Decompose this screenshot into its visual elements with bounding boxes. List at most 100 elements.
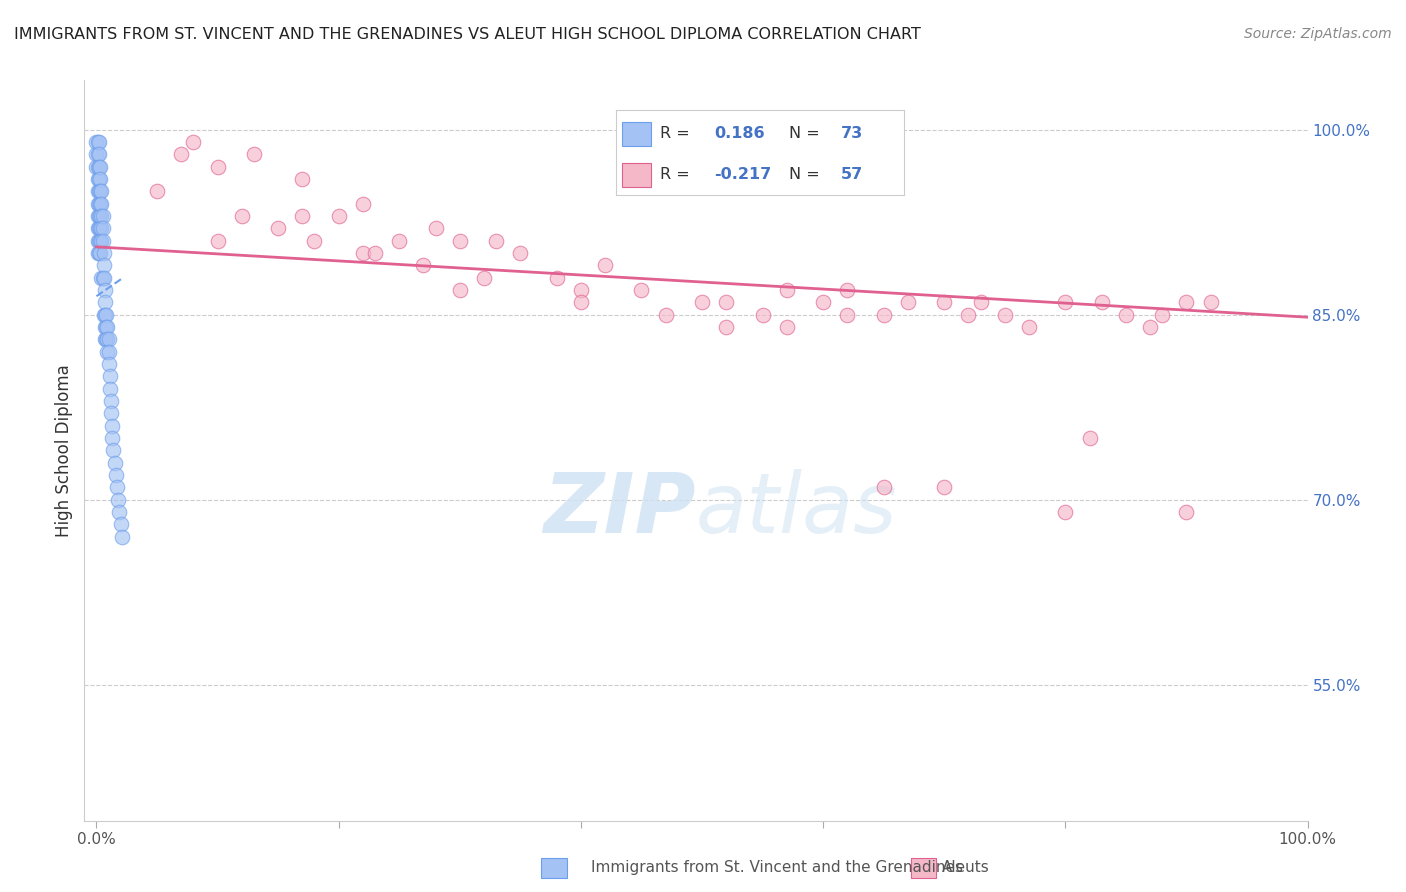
- Point: [291, 172, 314, 186]
- Point: [304, 234, 326, 248]
- Point: [969, 295, 991, 310]
- Y-axis label: High School Diploma: High School Diploma: [55, 364, 73, 537]
- Point: [146, 185, 169, 199]
- Point: [87, 234, 110, 248]
- Point: [94, 308, 117, 322]
- Text: ZIP: ZIP: [543, 469, 696, 550]
- Point: [86, 135, 108, 149]
- Point: [108, 505, 131, 519]
- Point: [86, 185, 108, 199]
- Point: [90, 209, 112, 223]
- Point: [93, 259, 115, 273]
- Text: Source: ZipAtlas.com: Source: ZipAtlas.com: [1244, 27, 1392, 41]
- Point: [509, 246, 531, 260]
- Point: [934, 481, 956, 495]
- Text: IMMIGRANTS FROM ST. VINCENT AND THE GRENADINES VS ALEUT HIGH SCHOOL DIPLOMA CORR: IMMIGRANTS FROM ST. VINCENT AND THE GREN…: [14, 27, 921, 42]
- Point: [91, 234, 114, 248]
- Point: [231, 209, 253, 223]
- Point: [97, 357, 120, 371]
- Point: [630, 283, 652, 297]
- Point: [207, 160, 229, 174]
- Point: [654, 308, 676, 322]
- Point: [89, 185, 111, 199]
- Point: [89, 172, 111, 186]
- Point: [1199, 295, 1222, 310]
- Point: [89, 246, 111, 260]
- Point: [96, 344, 118, 359]
- Point: [87, 160, 110, 174]
- Point: [87, 185, 110, 199]
- Point: [103, 443, 125, 458]
- Point: [96, 308, 118, 322]
- Point: [472, 270, 495, 285]
- Point: [86, 147, 108, 161]
- Point: [89, 160, 111, 174]
- Point: [183, 135, 205, 149]
- Point: [97, 344, 120, 359]
- Point: [243, 147, 266, 161]
- Point: [86, 135, 108, 149]
- Point: [86, 246, 108, 260]
- Point: [425, 221, 447, 235]
- Point: [1175, 505, 1198, 519]
- Point: [89, 196, 111, 211]
- Point: [1054, 295, 1077, 310]
- Point: [87, 221, 110, 235]
- Point: [897, 295, 920, 310]
- Point: [86, 160, 108, 174]
- Point: [1018, 320, 1040, 334]
- Point: [352, 196, 374, 211]
- Point: [352, 246, 374, 260]
- Point: [449, 234, 471, 248]
- Point: [111, 530, 134, 544]
- Point: [93, 246, 115, 260]
- Point: [86, 209, 108, 223]
- Point: [1175, 295, 1198, 310]
- Point: [934, 295, 956, 310]
- Point: [207, 234, 229, 248]
- Point: [86, 234, 108, 248]
- Point: [87, 135, 110, 149]
- Point: [1152, 308, 1174, 322]
- Point: [776, 283, 799, 297]
- Point: [449, 283, 471, 297]
- Point: [86, 196, 108, 211]
- Point: [101, 431, 124, 445]
- Point: [110, 517, 132, 532]
- Point: [94, 283, 117, 297]
- Point: [86, 221, 108, 235]
- Point: [90, 196, 112, 211]
- Point: [86, 172, 108, 186]
- Point: [90, 221, 112, 235]
- Point: [873, 308, 896, 322]
- Point: [364, 246, 387, 260]
- Point: [87, 172, 110, 186]
- Point: [873, 481, 896, 495]
- Point: [107, 492, 129, 507]
- Text: Aleuts: Aleuts: [942, 861, 990, 875]
- Point: [87, 196, 110, 211]
- Point: [91, 209, 114, 223]
- Point: [716, 320, 738, 334]
- Text: Immigrants from St. Vincent and the Grenadines: Immigrants from St. Vincent and the Gren…: [591, 861, 963, 875]
- Point: [86, 147, 108, 161]
- Point: [751, 308, 773, 322]
- Point: [94, 295, 117, 310]
- Text: atlas: atlas: [696, 469, 897, 550]
- Point: [89, 221, 111, 235]
- Point: [837, 308, 859, 322]
- Point: [100, 394, 122, 409]
- Point: [569, 295, 592, 310]
- Point: [412, 259, 434, 273]
- Point: [90, 270, 112, 285]
- Point: [716, 295, 738, 310]
- Point: [291, 209, 314, 223]
- Point: [87, 209, 110, 223]
- Point: [91, 221, 114, 235]
- Point: [994, 308, 1017, 322]
- Point: [93, 308, 115, 322]
- Point: [87, 246, 110, 260]
- Point: [170, 147, 193, 161]
- Point: [776, 320, 799, 334]
- Point: [690, 295, 713, 310]
